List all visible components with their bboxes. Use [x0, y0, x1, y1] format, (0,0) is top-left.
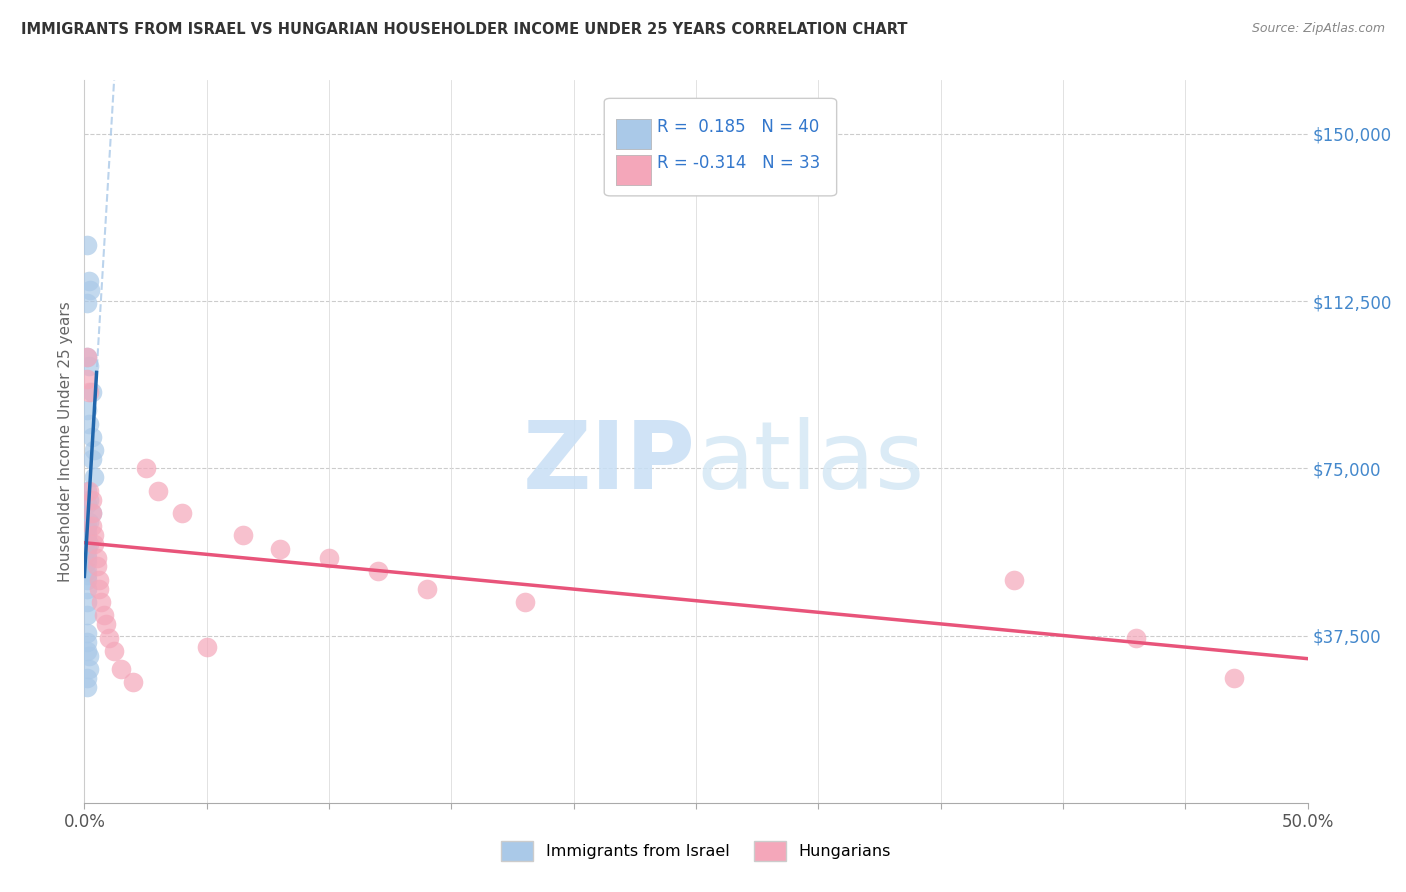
- Y-axis label: Householder Income Under 25 years: Householder Income Under 25 years: [58, 301, 73, 582]
- Point: [86, 550, 108, 565]
- Point: [80, 506, 103, 520]
- Point: [110, 662, 132, 676]
- Point: [76, 528, 98, 542]
- Point: [80, 492, 103, 507]
- Point: [76, 372, 98, 386]
- Point: [76, 635, 98, 649]
- Point: [77, 417, 100, 431]
- Point: [76, 595, 98, 609]
- Text: ZIP: ZIP: [523, 417, 696, 509]
- Point: [172, 506, 194, 520]
- Point: [77, 648, 100, 663]
- Point: [83, 470, 105, 484]
- Point: [76, 350, 98, 364]
- Point: [416, 582, 439, 596]
- Point: [87, 582, 110, 596]
- Point: [77, 359, 100, 373]
- Point: [77, 385, 100, 400]
- Point: [77, 662, 100, 676]
- Point: [76, 671, 98, 685]
- FancyBboxPatch shape: [616, 154, 651, 185]
- Point: [76, 546, 98, 560]
- Point: [76, 497, 98, 511]
- Point: [76, 608, 98, 623]
- Point: [76, 403, 98, 417]
- Point: [96, 617, 118, 632]
- Point: [86, 559, 108, 574]
- Point: [146, 483, 169, 498]
- Point: [76, 483, 98, 498]
- Point: [77, 492, 100, 507]
- Point: [76, 582, 98, 596]
- Point: [77, 537, 100, 551]
- Point: [122, 675, 145, 690]
- Point: [513, 595, 536, 609]
- FancyBboxPatch shape: [616, 119, 651, 149]
- Point: [1223, 671, 1246, 685]
- Point: [76, 238, 98, 252]
- Point: [76, 541, 98, 556]
- Point: [135, 461, 157, 475]
- FancyBboxPatch shape: [605, 98, 837, 196]
- FancyBboxPatch shape: [616, 119, 651, 149]
- Point: [76, 564, 98, 578]
- Point: [76, 533, 98, 547]
- Text: atlas: atlas: [696, 417, 924, 509]
- Point: [80, 430, 103, 444]
- Legend: Immigrants from Israel, Hungarians: Immigrants from Israel, Hungarians: [495, 835, 897, 867]
- Point: [80, 506, 103, 520]
- Point: [79, 283, 101, 297]
- Point: [97, 631, 120, 645]
- Point: [76, 568, 98, 582]
- Text: R = -0.314   N = 33: R = -0.314 N = 33: [657, 154, 820, 172]
- Point: [80, 519, 103, 533]
- Point: [87, 573, 110, 587]
- Point: [93, 608, 115, 623]
- Point: [83, 537, 105, 551]
- Point: [367, 564, 389, 578]
- Point: [76, 555, 98, 569]
- Point: [76, 626, 98, 640]
- Point: [77, 515, 100, 529]
- Point: [80, 385, 103, 400]
- Point: [83, 528, 105, 542]
- Text: R =  0.185   N = 40: R = 0.185 N = 40: [657, 119, 820, 136]
- Point: [77, 483, 100, 498]
- Point: [269, 541, 291, 556]
- Point: [76, 296, 98, 310]
- Point: [90, 595, 112, 609]
- Point: [76, 680, 98, 694]
- Point: [80, 452, 103, 467]
- Text: IMMIGRANTS FROM ISRAEL VS HUNGARIAN HOUSEHOLDER INCOME UNDER 25 YEARS CORRELATIO: IMMIGRANTS FROM ISRAEL VS HUNGARIAN HOUS…: [21, 22, 908, 37]
- Point: [76, 519, 98, 533]
- Point: [76, 350, 98, 364]
- Point: [195, 640, 218, 654]
- Point: [76, 573, 98, 587]
- Point: [77, 274, 100, 288]
- Point: [103, 644, 125, 658]
- Point: [83, 443, 105, 458]
- Point: [76, 524, 98, 538]
- Point: [232, 528, 254, 542]
- Point: [318, 550, 340, 565]
- FancyBboxPatch shape: [616, 154, 651, 185]
- Text: Source: ZipAtlas.com: Source: ZipAtlas.com: [1251, 22, 1385, 36]
- Point: [1002, 573, 1025, 587]
- Point: [76, 550, 98, 565]
- Point: [76, 644, 98, 658]
- Point: [1125, 631, 1147, 645]
